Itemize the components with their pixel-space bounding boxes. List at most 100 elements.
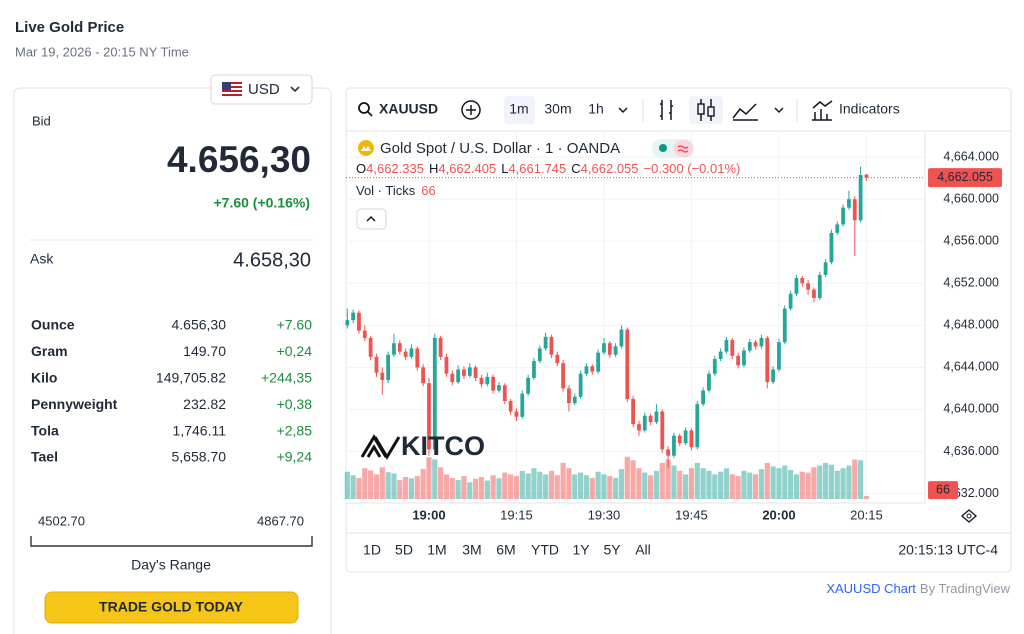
settings-icon[interactable] [961, 509, 977, 523]
candle-body [654, 411, 659, 423]
ohlc-key: H [429, 161, 438, 176]
candle-body [707, 373, 711, 391]
style-active [689, 96, 723, 124]
candle-body [712, 358, 717, 374]
range-button[interactable]: 1M [427, 542, 446, 558]
volume-bar [548, 470, 555, 499]
candle-body [491, 376, 496, 391]
candle-body [683, 430, 688, 444]
range-button[interactable]: 5D [395, 542, 413, 558]
collapse-button[interactable] [356, 208, 387, 230]
candle-body [747, 342, 752, 351]
footer-symbol[interactable]: XAUUSD Chart [826, 581, 916, 596]
range-button[interactable]: 3M [462, 542, 481, 558]
volume-bar [729, 474, 735, 499]
volume-bar [519, 470, 525, 499]
volume-bar [811, 467, 817, 499]
status-dot [659, 144, 667, 152]
range-button[interactable]: 1D [363, 542, 381, 558]
volume-bar [531, 468, 537, 499]
volume-bar [379, 467, 385, 499]
volume-bar [793, 474, 800, 499]
button-bg[interactable] [44, 591, 299, 624]
unit-name: Ounce [31, 317, 75, 333]
candle-body [374, 356, 379, 373]
candle-body [357, 312, 361, 331]
candle-body [561, 363, 566, 389]
ohlc-value: 4,662.335 [366, 161, 424, 176]
candle-body [497, 385, 501, 391]
trade-button[interactable]: TRADE GOLD TODAY [44, 591, 299, 624]
candle-body [631, 398, 636, 425]
candle-body [502, 385, 507, 402]
candle-icon [697, 103, 705, 115]
volume-bar [578, 472, 584, 499]
unit-price: 5,658.70 [172, 449, 227, 465]
range-button[interactable]: YTD [531, 542, 559, 558]
bars-icon[interactable] [660, 100, 673, 120]
candle-body [351, 312, 356, 321]
indicators-button[interactable]: Indicators [839, 101, 900, 117]
candle-body [672, 435, 676, 456]
volume-bar [706, 470, 712, 499]
candle-body [724, 340, 729, 352]
candle-body [841, 207, 846, 225]
candle-body [368, 337, 373, 357]
range-buttons: 1D 5D 1M 3M 6M YTD 1Y 5Y All [363, 542, 651, 558]
currency-select[interactable]: USD [210, 74, 313, 105]
ohlc-key: L [501, 161, 508, 176]
volume-bar [636, 468, 642, 499]
ohlc-change: −0.300 (−0.01%) [644, 161, 741, 176]
interval[interactable]: 30m [544, 101, 571, 117]
symbol-logo [358, 140, 374, 156]
watermark: KITCO [360, 431, 485, 461]
volume-bar [572, 474, 578, 499]
candle-body [660, 411, 665, 450]
volume-bar [758, 469, 765, 499]
range-button[interactable]: All [635, 542, 651, 558]
interval[interactable]: 1m [509, 101, 528, 117]
volume-bar [648, 475, 654, 499]
volume-bar [595, 471, 601, 499]
chevron[interactable] [774, 107, 784, 114]
range-button[interactable]: 5Y [603, 542, 621, 558]
volume-bar [799, 471, 805, 499]
range-button[interactable]: 6M [496, 542, 515, 558]
volume-bar [863, 496, 870, 499]
unit-price: 232.82 [183, 396, 226, 412]
candle-body [637, 424, 641, 431]
interval[interactable]: 1h [588, 101, 604, 117]
area-icon[interactable] [732, 103, 758, 121]
currency-label[interactable]: USD [248, 81, 280, 98]
candle-body [345, 320, 350, 326]
candle-icon [707, 106, 715, 117]
candle-body [835, 224, 840, 233]
bid-price: 4.656,30 [167, 139, 311, 180]
symbol[interactable]: XAUUSD [379, 101, 438, 117]
watermark-logo [360, 434, 401, 460]
volume-bar [805, 472, 811, 499]
volume-bar [449, 477, 455, 499]
volume-bar [589, 477, 595, 499]
candle-body [619, 329, 624, 347]
interval-active [504, 96, 535, 124]
candle-body [864, 174, 869, 178]
volume-value-box [928, 481, 958, 500]
indicators-icon[interactable] [812, 100, 833, 121]
volume-bar [344, 471, 350, 499]
button-label[interactable]: TRADE GOLD TODAY [99, 599, 244, 615]
flag-stripe [222, 88, 242, 90]
unit-name: Tola [31, 422, 59, 438]
volume-value: 66 [421, 183, 435, 198]
candle-body [753, 342, 758, 347]
volume-bar [688, 468, 695, 499]
compare-button[interactable] [461, 100, 481, 120]
chevron[interactable] [618, 107, 628, 114]
last-price-label: 4,662.055 [937, 170, 993, 184]
ohlc-key: C [571, 161, 580, 176]
candle-body [526, 377, 531, 394]
unit-price: 149,705.82 [156, 370, 226, 386]
range-button[interactable]: 1Y [572, 542, 590, 558]
volume-bar [677, 470, 683, 499]
volume-bar [613, 477, 619, 499]
